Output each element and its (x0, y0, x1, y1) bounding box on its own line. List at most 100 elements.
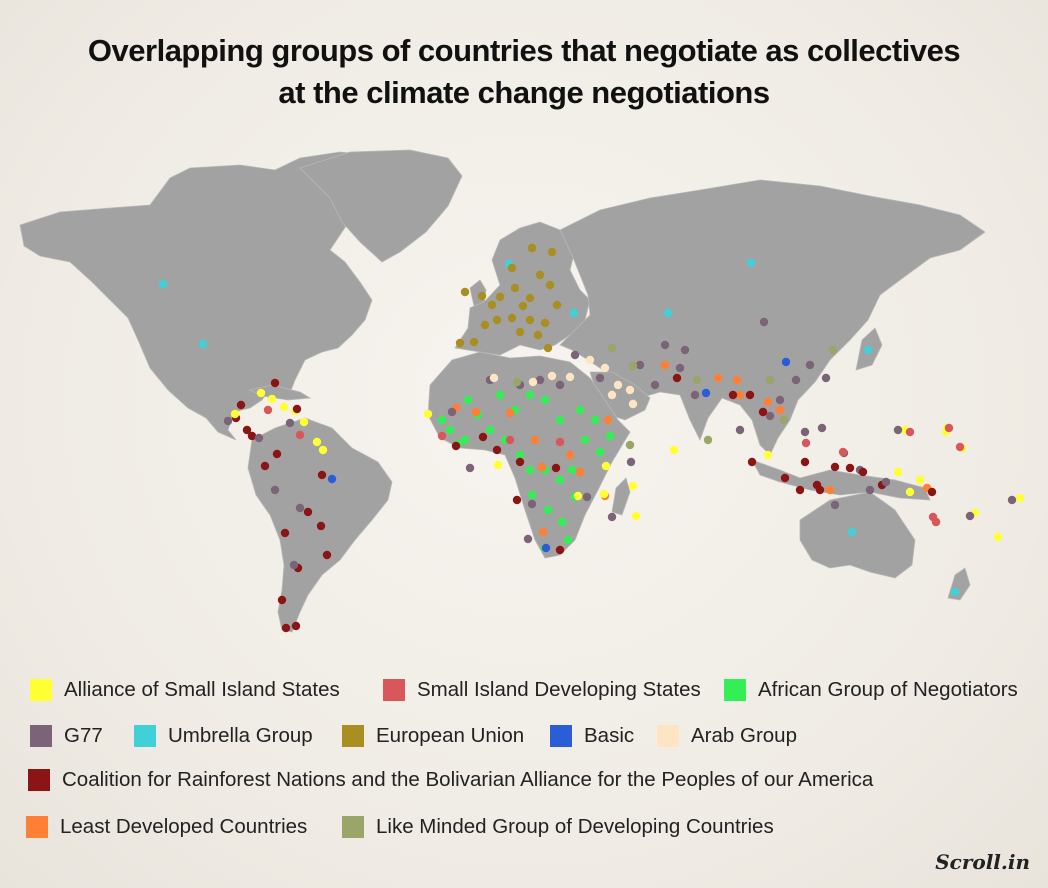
group-marker-cfrn-alba (845, 463, 855, 473)
group-marker-african-group (555, 475, 565, 485)
legend-swatch-umbrella (134, 725, 156, 747)
group-marker-cfrn-alba (292, 404, 302, 414)
group-marker-umbrella (746, 258, 756, 268)
group-marker-aosis (256, 388, 266, 398)
group-marker-lmdc (625, 440, 635, 450)
legend-label-african-group: African Group of Negotiators (758, 678, 1018, 701)
group-marker-aosis (318, 445, 328, 455)
group-marker-g77 (289, 560, 299, 570)
group-marker-cfrn-alba (270, 378, 280, 388)
group-marker-sids (928, 512, 938, 522)
legend-item-cfrn-alba: Coalition for Rainforest Nations and the… (28, 767, 873, 793)
group-marker-eu (552, 300, 562, 310)
australia-landmass (799, 491, 916, 579)
legend-label-g77: G77 (64, 724, 103, 747)
group-marker-ldc (565, 450, 575, 460)
group-marker-arab (585, 355, 595, 365)
group-marker-cfrn-alba (795, 485, 805, 495)
group-marker-aosis (905, 487, 915, 497)
group-marker-cfrn-alba (492, 445, 502, 455)
group-marker-ldc (530, 435, 540, 445)
group-marker-sids (801, 438, 811, 448)
group-marker-g77 (965, 511, 975, 521)
group-marker-african-group (485, 425, 495, 435)
group-marker-g77 (465, 463, 475, 473)
group-marker-african-group (590, 415, 600, 425)
group-marker-arab (628, 399, 638, 409)
legend-item-aosis: Alliance of Small Island States (30, 677, 340, 703)
legend-item-ldc: Least Developed Countries (26, 814, 307, 840)
group-marker-g77 (680, 345, 690, 355)
group-marker-aosis (915, 475, 925, 485)
group-marker-arab (528, 377, 538, 387)
group-marker-eu (547, 247, 557, 257)
group-marker-g77 (805, 360, 815, 370)
group-marker-ldc (763, 397, 773, 407)
group-marker-lmdc (607, 343, 617, 353)
group-marker-sids (505, 435, 515, 445)
group-marker-eu (469, 337, 479, 347)
group-marker-eu (477, 291, 487, 301)
group-marker-eu (535, 270, 545, 280)
legend-label-lmdc: Like Minded Group of Developing Countrie… (376, 815, 774, 838)
group-marker-g77 (821, 373, 831, 383)
group-marker-eu (525, 293, 535, 303)
group-marker-g77 (582, 492, 592, 502)
group-marker-cfrn-alba (747, 457, 757, 467)
group-marker-cfrn-alba (281, 623, 291, 633)
group-marker-aosis (893, 467, 903, 477)
legend-swatch-arab (657, 725, 679, 747)
group-marker-sids (905, 427, 915, 437)
group-marker-cfrn-alba (927, 487, 937, 497)
group-marker-eu (525, 315, 535, 325)
group-marker-aosis (299, 417, 309, 427)
group-marker-african-group (525, 390, 535, 400)
legend-swatch-african-group (724, 679, 746, 701)
group-marker-cfrn-alba (758, 407, 768, 417)
group-marker-aosis (1015, 493, 1025, 503)
group-marker-eu (540, 318, 550, 328)
group-marker-african-group (527, 490, 537, 500)
group-marker-ldc (775, 405, 785, 415)
group-marker-g77 (555, 380, 565, 390)
group-marker-sids (437, 431, 447, 441)
group-marker-g77 (595, 373, 605, 383)
group-marker-sids (263, 405, 273, 415)
group-marker-ldc (505, 408, 515, 418)
group-marker-cfrn-alba (512, 495, 522, 505)
group-marker-sids (944, 423, 954, 433)
group-marker-sids (955, 442, 965, 452)
group-marker-basic (327, 474, 337, 484)
legend-label-eu: European Union (376, 724, 525, 747)
group-marker-ldc (538, 527, 548, 537)
legend-swatch-lmdc (342, 816, 364, 838)
group-marker-eu (518, 301, 528, 311)
group-marker-cfrn-alba (247, 431, 257, 441)
group-marker-cfrn-alba (277, 595, 287, 605)
group-marker-sids (295, 430, 305, 440)
group-marker-african-group (515, 450, 525, 460)
group-marker-african-group (580, 435, 590, 445)
group-marker-g77 (447, 407, 457, 417)
group-marker-cfrn-alba (316, 521, 326, 531)
group-marker-aosis (669, 445, 679, 455)
group-marker-cfrn-alba (280, 528, 290, 538)
legend-swatch-aosis (30, 679, 52, 701)
group-marker-ldc (732, 375, 742, 385)
madagascar-landmass (611, 477, 631, 516)
group-marker-eu (495, 292, 505, 302)
group-marker-eu (455, 338, 465, 348)
group-marker-african-group (575, 405, 585, 415)
group-marker-african-group (445, 425, 455, 435)
group-marker-aosis (230, 409, 240, 419)
legend-label-basic: Basic (584, 724, 635, 747)
group-marker-basic (781, 357, 791, 367)
legend-item-umbrella: Umbrella Group (134, 723, 313, 749)
group-marker-g77 (660, 340, 670, 350)
group-marker-g77 (295, 503, 305, 513)
group-marker-cfrn-alba (317, 470, 327, 480)
group-marker-aosis (628, 481, 638, 491)
greenland-landmass (299, 149, 463, 263)
group-marker-african-group (437, 415, 447, 425)
scroll-in-logo: Scroll.in (935, 850, 1030, 874)
